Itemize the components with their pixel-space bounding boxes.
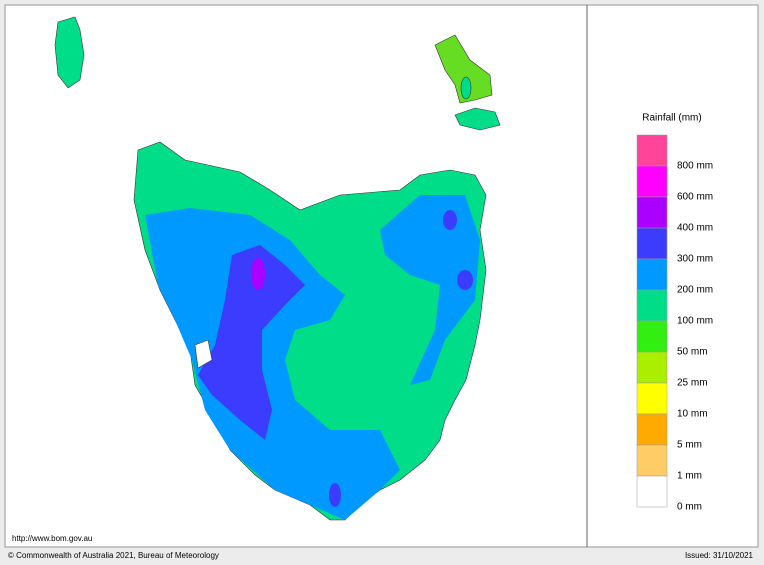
legend: 800 mm 600 mm 400 mm 300 mm 200 mm 100 mm 50 m… bbox=[636, 134, 713, 513]
legend-swatch bbox=[636, 444, 668, 477]
legend-label: 300 mm bbox=[677, 254, 713, 265]
legend-label: 50 mm bbox=[677, 347, 708, 358]
legend-label: 10 mm bbox=[677, 409, 708, 420]
zone-400-east2 bbox=[457, 270, 473, 290]
legend-label: 200 mm bbox=[677, 285, 713, 296]
legend-label: 400 mm bbox=[677, 223, 713, 234]
zone-300-east bbox=[380, 195, 480, 385]
legend-swatch bbox=[636, 475, 668, 508]
zone-400-east bbox=[443, 210, 457, 230]
macquarie-harbour bbox=[194, 339, 213, 369]
legend-label: 0 mm bbox=[677, 502, 702, 513]
issued: Issued: 31/10/2021 bbox=[685, 551, 754, 560]
legend-swatch bbox=[636, 320, 668, 353]
legend-label: 800 mm bbox=[677, 161, 713, 172]
legend-swatch bbox=[636, 196, 668, 229]
flinders-island bbox=[434, 34, 493, 104]
legend-label: 100 mm bbox=[677, 316, 713, 327]
legend-swatch bbox=[636, 227, 668, 260]
legend-swatch bbox=[636, 258, 668, 291]
url: http://www.bom.gov.au bbox=[12, 534, 92, 543]
legend-label: 5 mm bbox=[677, 440, 702, 451]
legend-swatch bbox=[636, 134, 668, 167]
legend-label: 1 mm bbox=[677, 471, 702, 482]
legend-swatch bbox=[636, 289, 668, 322]
tasmania-map bbox=[54, 16, 501, 521]
legend-label: 600 mm bbox=[677, 192, 713, 203]
flinders-zone bbox=[460, 76, 472, 100]
legend-swatch bbox=[636, 165, 668, 198]
legend-label: 25 mm bbox=[677, 378, 708, 389]
copyright: © Commonwealth of Australia 2021, Bureau… bbox=[8, 551, 219, 560]
zone-600 bbox=[251, 258, 265, 290]
zone-400 bbox=[198, 245, 305, 440]
legend-swatch bbox=[636, 351, 668, 384]
legend-swatch bbox=[636, 382, 668, 415]
king-island bbox=[54, 16, 85, 89]
cape-barren-island bbox=[454, 107, 501, 131]
zone-300 bbox=[145, 208, 400, 520]
legend-title: Rainfall (mm) bbox=[642, 113, 701, 124]
legend-swatch bbox=[636, 413, 668, 446]
zone-400-south bbox=[329, 483, 341, 507]
